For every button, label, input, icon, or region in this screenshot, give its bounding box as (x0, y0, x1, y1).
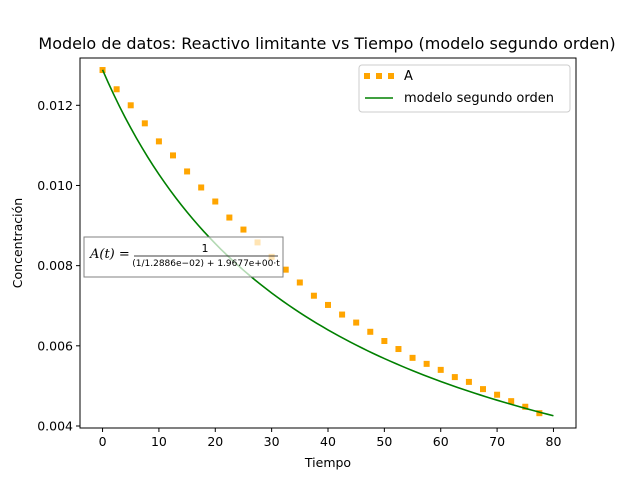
legend-label-model: modelo segundo orden (404, 91, 554, 106)
data-point (409, 354, 416, 361)
legend-label-a: A (404, 69, 413, 84)
data-point (381, 338, 388, 345)
data-point (325, 301, 331, 308)
x-tick-label: 80 (546, 434, 562, 449)
data-point (536, 410, 543, 417)
data-point (451, 374, 458, 381)
equation-annotation: A(t) = 1 (1/1.2886e−02) + 1.9677e+00·t (83, 236, 284, 278)
model-line (101, 69, 554, 417)
equation-box (83, 236, 284, 278)
x-tick-label: 10 (151, 434, 167, 449)
data-point (212, 198, 219, 205)
equation-lhs: A(t) = (89, 247, 130, 262)
data-point (127, 102, 134, 109)
data-point (367, 328, 374, 335)
x-tick-label: 50 (376, 434, 392, 449)
x-axis: 0 10 20 30 40 50 60 70 80 (99, 428, 562, 449)
data-point (282, 266, 289, 273)
legend-marker-square (376, 73, 382, 79)
data-point (310, 292, 317, 299)
y-tick-label: 0.008 (37, 258, 73, 273)
data-point (480, 386, 486, 393)
legend: A modelo segundo orden (358, 64, 571, 113)
y-tick-label: 0.012 (37, 98, 73, 113)
x-tick-label: 40 (320, 434, 336, 449)
x-tick-label: 60 (433, 434, 449, 449)
y-axis: 0.004 0.006 0.008 0.010 0.012 (37, 98, 80, 433)
y-tick-label: 0.006 (37, 338, 73, 353)
data-point (184, 168, 191, 175)
x-tick-label: 20 (207, 434, 223, 449)
data-point (494, 391, 501, 398)
data-point (465, 378, 472, 385)
y-tick-label: 0.004 (37, 418, 73, 433)
y-tick-label: 0.010 (37, 178, 73, 193)
data-point (423, 360, 430, 367)
data-point (296, 279, 303, 286)
data-point (226, 214, 233, 221)
chart-title: Modelo de datos: Reactivo limitante vs T… (38, 34, 615, 53)
equation-numerator: 1 (202, 242, 209, 255)
x-tick-label: 70 (489, 434, 505, 449)
legend-box (358, 64, 571, 113)
data-point (395, 346, 402, 353)
data-point (170, 152, 176, 159)
data-point (508, 398, 515, 405)
legend-marker-a (364, 73, 394, 79)
legend-marker-square (388, 73, 394, 79)
data-point (113, 86, 120, 93)
data-point (522, 403, 529, 410)
data-point (240, 226, 247, 233)
series-layer (99, 67, 554, 417)
data-point (141, 120, 148, 127)
y-axis-label: Concentración (10, 198, 25, 288)
x-tick-label: 30 (264, 434, 280, 449)
x-tick-label: 0 (99, 434, 107, 449)
x-axis-label: Tiempo (304, 455, 351, 470)
data-point (339, 311, 346, 318)
legend-marker-square (364, 73, 370, 79)
data-point (198, 184, 205, 191)
data-point (437, 366, 444, 373)
equation-denominator: (1/1.2886e−02) + 1.9677e+00·t (132, 259, 280, 269)
data-point (155, 138, 162, 145)
data-point (353, 319, 360, 326)
